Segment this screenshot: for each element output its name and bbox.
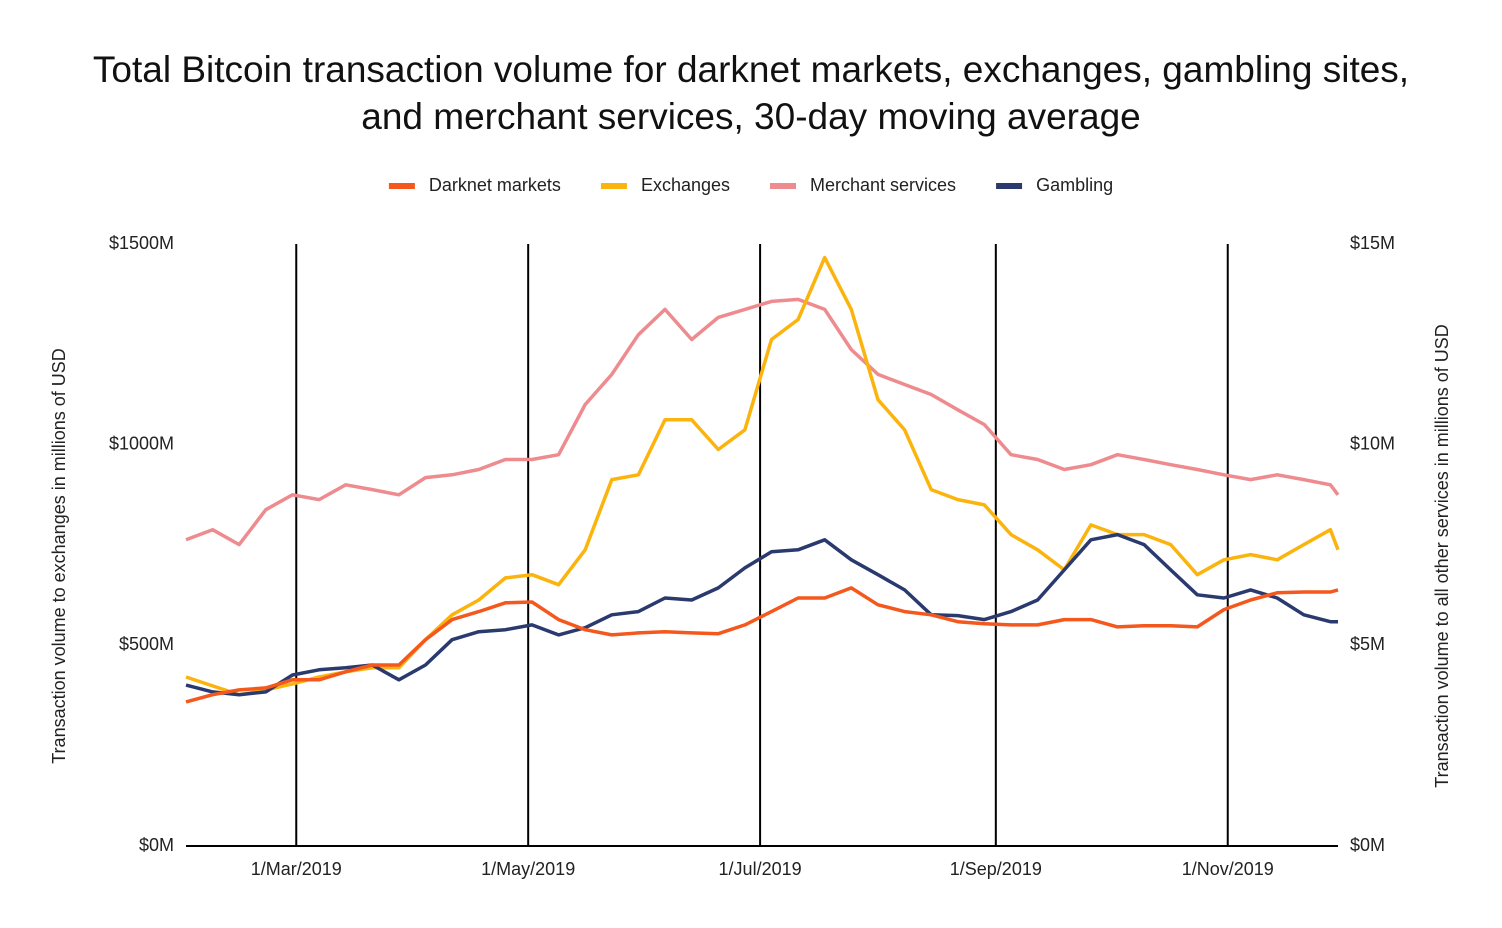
y2-tick-label: $10M — [1350, 433, 1395, 453]
legend-swatch — [600, 183, 627, 189]
y-tick-label: $0M — [139, 835, 174, 855]
y-tick-label: $500M — [119, 634, 174, 654]
x-tick-label: 1/Nov/2019 — [1182, 859, 1274, 879]
y2-axis-title: Transaction volume to all other services… — [1432, 324, 1452, 788]
legend-swatch — [388, 183, 415, 189]
y-tick-label: $1000M — [109, 433, 174, 453]
y2-tick-label: $0M — [1350, 835, 1385, 855]
y2-tick-label: $15M — [1350, 233, 1395, 253]
x-tick-label: 1/Sep/2019 — [950, 859, 1042, 879]
x-tick-label: 1/May/2019 — [481, 859, 575, 879]
y-axis-title: Transaction volume to exchanges in milli… — [49, 348, 69, 764]
chart-title: Total Bitcoin transaction volume for dar… — [92, 49, 1410, 137]
y-tick-label: $1500M — [109, 233, 174, 253]
x-tick-label: 1/Jul/2019 — [719, 859, 802, 879]
x-tick-label: 1/Mar/2019 — [251, 859, 342, 879]
series-line — [185, 586, 1339, 704]
series-line — [185, 255, 1340, 697]
legend-swatch — [996, 183, 1023, 189]
y2-tick-label: $5M — [1350, 634, 1385, 654]
series-line — [185, 532, 1338, 697]
legend-label: Exchanges — [641, 175, 730, 195]
legend-label: Merchant services — [810, 175, 956, 195]
legend-label: Gambling — [1036, 175, 1113, 195]
legend-label: Darknet markets — [429, 175, 561, 195]
series-line — [185, 297, 1340, 547]
legend-swatch — [770, 183, 796, 189]
